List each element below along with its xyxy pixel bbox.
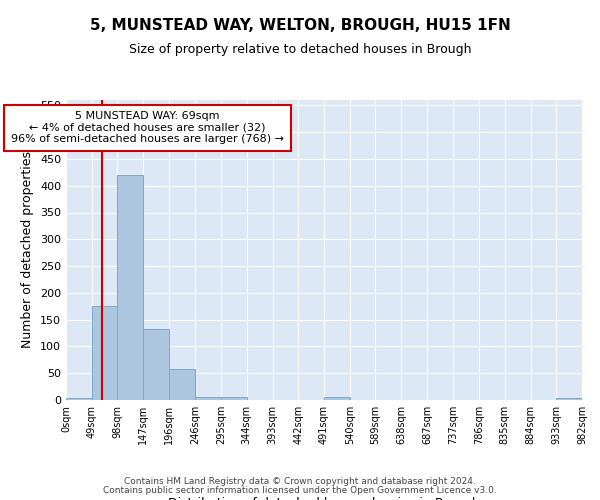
Text: 5, MUNSTEAD WAY, WELTON, BROUGH, HU15 1FN: 5, MUNSTEAD WAY, WELTON, BROUGH, HU15 1F… bbox=[89, 18, 511, 32]
Text: Size of property relative to detached houses in Brough: Size of property relative to detached ho… bbox=[129, 42, 471, 56]
Y-axis label: Number of detached properties: Number of detached properties bbox=[22, 152, 34, 348]
Bar bbox=[556, 398, 582, 400]
Bar bbox=[143, 330, 169, 400]
Bar bbox=[169, 370, 195, 400]
Bar bbox=[118, 175, 143, 400]
Bar bbox=[195, 397, 221, 400]
Text: 5 MUNSTEAD WAY: 69sqm
← 4% of detached houses are smaller (32)
96% of semi-detac: 5 MUNSTEAD WAY: 69sqm ← 4% of detached h… bbox=[11, 112, 284, 144]
X-axis label: Distribution of detached houses by size in Brough: Distribution of detached houses by size … bbox=[168, 497, 480, 500]
Bar bbox=[221, 397, 247, 400]
Text: Contains HM Land Registry data © Crown copyright and database right 2024.: Contains HM Land Registry data © Crown c… bbox=[124, 477, 476, 486]
Bar bbox=[92, 306, 118, 400]
Bar bbox=[66, 398, 92, 400]
Bar bbox=[324, 398, 350, 400]
Text: Contains public sector information licensed under the Open Government Licence v3: Contains public sector information licen… bbox=[103, 486, 497, 495]
